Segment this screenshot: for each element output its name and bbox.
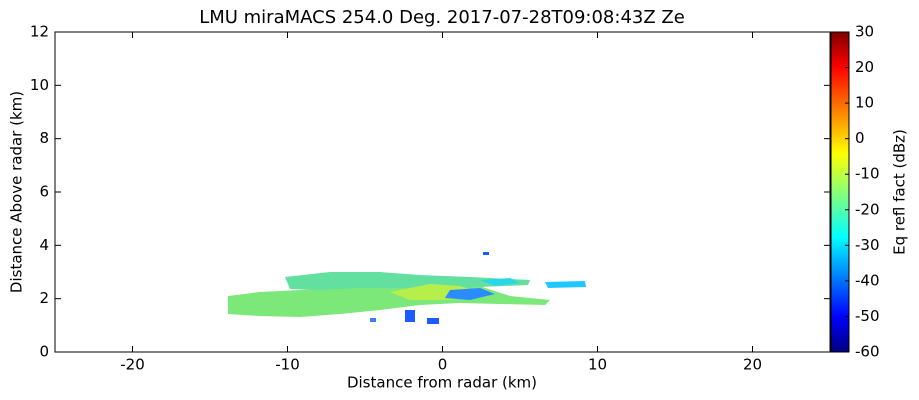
echo-main (228, 279, 550, 317)
echo-right (545, 281, 586, 288)
colorbar-tick-label: 20 (855, 58, 874, 76)
y-tick-label: 10 (30, 76, 49, 94)
echo-upper (285, 272, 530, 290)
colorbar-tick-label: 30 (855, 23, 874, 41)
colorbar-label: Eq refl fact (dBz) (891, 129, 909, 255)
colorbar-tick-label: -50 (855, 307, 880, 325)
x-tick-label: 20 (743, 356, 762, 374)
colorbar-tick-label: -20 (855, 200, 880, 218)
plot-frame (54, 31, 831, 353)
y-tick-label: 4 (39, 236, 49, 254)
y-axis-label: Distance Above radar (km) (8, 91, 26, 293)
y-tick-label: 8 (39, 129, 49, 147)
x-tick-label: -20 (120, 356, 145, 374)
x-tick-label: 10 (588, 356, 607, 374)
colorbar-tick-label: 0 (855, 129, 865, 147)
chart-title: LMU miraMACS 254.0 Deg. 2017-07-28T09:08… (199, 7, 685, 28)
y-tick-label: 6 (39, 183, 49, 201)
echo-patch (370, 318, 376, 322)
echo-cyan (480, 278, 520, 286)
echo-blue (445, 288, 495, 300)
y-tick-label: 0 (39, 343, 49, 361)
echo-patch (427, 318, 439, 324)
echo-patch (483, 252, 489, 255)
colorbar-tick-label: 10 (855, 94, 874, 112)
y-tick-label: 12 (30, 23, 49, 41)
echo-patch (405, 310, 415, 322)
x-tick-label: 0 (438, 356, 448, 374)
y-tick-label: 2 (39, 289, 49, 307)
x-tick-label: -10 (275, 356, 300, 374)
x-axis-label: Distance from radar (km) (347, 374, 537, 392)
colorbar-tick-label: -30 (855, 236, 880, 254)
colorbar-tick-label: -60 (855, 343, 880, 361)
colorbar-tick-label: -10 (855, 165, 880, 183)
reflectivity-field (228, 252, 586, 324)
colorbar (830, 31, 850, 353)
colorbar-tick-label: -40 (855, 271, 880, 289)
